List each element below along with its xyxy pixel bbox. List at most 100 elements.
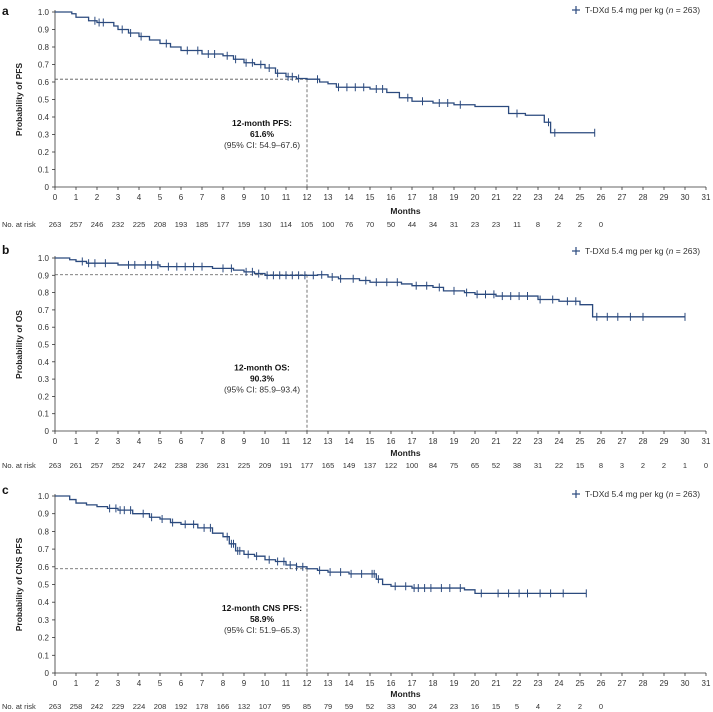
risk-value: 30: [408, 702, 416, 711]
x-tick-label: 7: [200, 193, 205, 202]
y-tick-label: 0.2: [38, 392, 50, 401]
risk-value: 4: [536, 702, 540, 711]
x-tick-label: 0: [53, 679, 58, 688]
risk-value: 100: [406, 461, 419, 470]
risk-value: 238: [175, 461, 188, 470]
risk-value: 177: [217, 220, 230, 229]
annotation-title: 12-month CNS PFS:: [222, 603, 302, 613]
x-tick-label: 19: [450, 193, 459, 202]
x-tick-label: 13: [324, 193, 333, 202]
risk-value: 246: [91, 220, 104, 229]
risk-value: 231: [217, 461, 230, 470]
x-tick-label: 1: [74, 193, 79, 202]
km-curve: [55, 495, 587, 594]
x-tick-label: 20: [471, 437, 480, 446]
legend-n-value: = 263): [673, 489, 700, 499]
risk-value: 15: [492, 702, 500, 711]
risk-value: 263: [49, 461, 62, 470]
y-tick-label: 0.3: [38, 616, 50, 625]
y-tick-label: 1.0: [38, 492, 50, 501]
x-axis-title: Months: [390, 689, 420, 699]
risk-value: 2: [557, 220, 561, 229]
risk-value: 2: [557, 702, 561, 711]
x-tick-label: 12: [303, 437, 312, 446]
legend: T-DXd 5.4 mg per kg (n = 263): [572, 246, 700, 256]
risk-value: 11: [513, 220, 521, 229]
risk-value: 257: [91, 461, 104, 470]
x-tick-label: 23: [534, 193, 543, 202]
x-tick-label: 12: [303, 193, 312, 202]
risk-value: 1: [683, 461, 687, 470]
y-tick-label: 0.7: [38, 545, 50, 554]
y-tick-label: 0.3: [38, 375, 50, 384]
x-tick-label: 7: [200, 437, 205, 446]
risk-value: 2: [641, 461, 645, 470]
risk-value: 208: [154, 702, 167, 711]
y-tick-label: 0.6: [38, 323, 50, 332]
y-tick-label: 0.6: [38, 78, 50, 87]
x-tick-label: 10: [261, 679, 270, 688]
x-tick-label: 31: [702, 437, 711, 446]
x-tick-label: 5: [158, 193, 163, 202]
x-tick-label: 12: [303, 679, 312, 688]
legend-n: n: [669, 489, 674, 499]
risk-label: No. at risk: [2, 220, 36, 229]
risk-value: 114: [280, 220, 292, 229]
annotation-title: 12-month PFS:: [232, 118, 292, 128]
legend-label: T-DXd 5.4 mg per kg (n = 263): [585, 489, 700, 499]
x-tick-label: 3: [116, 193, 121, 202]
x-tick-label: 8: [221, 679, 226, 688]
risk-label: No. at risk: [2, 702, 36, 711]
x-tick-label: 6: [179, 437, 184, 446]
risk-value: 209: [259, 461, 272, 470]
y-axis-title: Probability of CNS PFS: [14, 537, 24, 631]
risk-value: 261: [70, 461, 83, 470]
x-tick-label: 4: [137, 679, 142, 688]
risk-value: 34: [429, 220, 437, 229]
x-tick-label: 8: [221, 437, 226, 446]
y-tick-label: 0: [45, 427, 50, 436]
x-tick-label: 1: [74, 679, 79, 688]
x-tick-label: 29: [660, 193, 669, 202]
risk-value: 65: [471, 461, 479, 470]
y-tick-label: 0.3: [38, 131, 50, 140]
x-tick-label: 28: [639, 679, 648, 688]
y-tick-label: 0.1: [38, 410, 50, 419]
y-axis-title: Probability of OS: [14, 310, 24, 379]
x-tick-label: 8: [221, 193, 226, 202]
x-tick-label: 3: [116, 437, 121, 446]
risk-value: 208: [154, 220, 167, 229]
risk-value: 130: [259, 220, 272, 229]
x-tick-label: 17: [408, 193, 417, 202]
risk-value: 193: [175, 220, 188, 229]
x-tick-label: 24: [555, 193, 564, 202]
x-axis-title: Months: [390, 206, 420, 216]
x-tick-label: 11: [282, 437, 291, 446]
y-tick-label: 1.0: [38, 8, 50, 17]
x-tick-label: 27: [618, 437, 627, 446]
panel-label: c: [2, 483, 9, 497]
x-tick-label: 9: [242, 679, 247, 688]
x-tick-label: 25: [576, 437, 585, 446]
x-tick-label: 21: [492, 193, 501, 202]
legend-n-value: = 263): [673, 5, 700, 15]
x-tick-label: 19: [450, 679, 459, 688]
y-tick-label: 0.5: [38, 341, 50, 350]
risk-value: 8: [599, 461, 603, 470]
risk-label: No. at risk: [2, 461, 36, 470]
x-tick-label: 26: [597, 679, 606, 688]
risk-value: 70: [366, 220, 374, 229]
risk-value: 132: [238, 702, 251, 711]
x-tick-label: 11: [282, 193, 291, 202]
risk-value: 23: [471, 220, 479, 229]
risk-value: 50: [387, 220, 395, 229]
x-tick-label: 5: [158, 679, 163, 688]
risk-value: 258: [70, 702, 83, 711]
x-tick-label: 26: [597, 193, 606, 202]
legend-text: T-DXd 5.4 mg per kg (: [585, 246, 669, 256]
x-tick-label: 18: [429, 679, 438, 688]
legend: T-DXd 5.4 mg per kg (n = 263): [572, 489, 700, 499]
y-tick-label: 0.5: [38, 581, 50, 590]
x-tick-label: 30: [681, 193, 690, 202]
